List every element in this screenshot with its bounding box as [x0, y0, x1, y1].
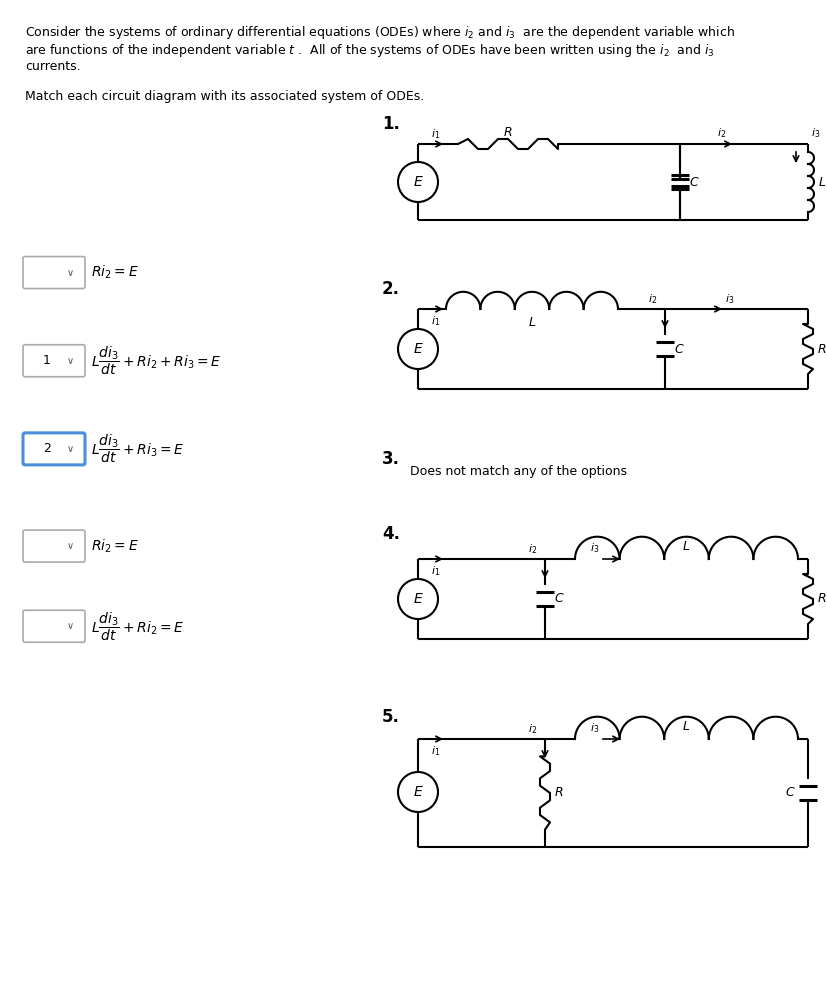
Text: 2: 2 [43, 443, 51, 455]
Text: $R$: $R$ [816, 343, 825, 356]
Text: ∨: ∨ [67, 356, 74, 366]
Text: Does not match any of the options: Does not match any of the options [409, 465, 626, 478]
Text: $i_2$: $i_2$ [528, 722, 537, 735]
Text: are functions of the independent variable $t$ .  All of the systems of ODEs have: are functions of the independent variabl… [25, 42, 714, 59]
Text: 1.: 1. [381, 115, 399, 133]
Text: ∨: ∨ [67, 268, 74, 278]
Text: $Ri_2 = E$: $Ri_2 = E$ [91, 264, 139, 282]
Text: $L\dfrac{di_3}{dt} + Ri_2 + Ri_3 = E$: $L\dfrac{di_3}{dt} + Ri_2 + Ri_3 = E$ [91, 345, 222, 377]
Text: Consider the systems of ordinary differential equations (ODEs) where $i_2$ and $: Consider the systems of ordinary differe… [25, 24, 734, 41]
Text: ∨: ∨ [67, 621, 74, 631]
Text: $L$: $L$ [817, 175, 825, 188]
Text: $i_3$: $i_3$ [590, 541, 599, 555]
Text: ∨: ∨ [67, 541, 74, 551]
Text: $L\dfrac{di_3}{dt} + Ri_3 = E$: $L\dfrac{di_3}{dt} + Ri_3 = E$ [91, 433, 184, 465]
FancyBboxPatch shape [23, 530, 85, 562]
FancyBboxPatch shape [23, 610, 85, 642]
Text: 3.: 3. [381, 450, 399, 468]
FancyBboxPatch shape [23, 257, 85, 289]
Text: ∨: ∨ [67, 444, 74, 454]
Text: $E$: $E$ [412, 785, 423, 799]
Text: $E$: $E$ [412, 342, 423, 356]
Text: $i_2$: $i_2$ [528, 542, 537, 556]
Text: $L$: $L$ [681, 719, 690, 732]
Text: $Ri_2 = E$: $Ri_2 = E$ [91, 537, 139, 555]
Text: 5.: 5. [381, 708, 399, 726]
Text: $L$: $L$ [528, 316, 535, 329]
Text: $R$: $R$ [553, 787, 563, 800]
FancyBboxPatch shape [23, 345, 85, 377]
Text: $i_2$: $i_2$ [716, 126, 726, 140]
Text: $C$: $C$ [553, 592, 564, 605]
Text: $C$: $C$ [688, 175, 699, 188]
Text: $i_1$: $i_1$ [431, 744, 440, 758]
Text: $E$: $E$ [412, 175, 423, 189]
Text: $i_1$: $i_1$ [431, 314, 440, 328]
Text: $i_3$: $i_3$ [724, 293, 734, 306]
Text: 4.: 4. [381, 525, 399, 543]
Text: Match each circuit diagram with its associated system of ODEs.: Match each circuit diagram with its asso… [25, 90, 423, 103]
Text: $L$: $L$ [681, 539, 690, 552]
Text: $E$: $E$ [412, 592, 423, 606]
Text: $i_3$: $i_3$ [590, 721, 599, 734]
Text: $i_1$: $i_1$ [431, 564, 440, 578]
Text: $C$: $C$ [784, 787, 795, 800]
Text: $R$: $R$ [816, 592, 825, 605]
Text: $i_2$: $i_2$ [648, 293, 657, 306]
Text: $C$: $C$ [673, 343, 684, 356]
Text: $i_1$: $i_1$ [431, 127, 440, 141]
Text: 1: 1 [43, 355, 51, 367]
Text: $L\dfrac{di_3}{dt} + Ri_2 = E$: $L\dfrac{di_3}{dt} + Ri_2 = E$ [91, 610, 184, 642]
Text: currents.: currents. [25, 60, 80, 73]
Text: 2.: 2. [381, 280, 399, 298]
Text: $i_3$: $i_3$ [810, 126, 820, 140]
FancyBboxPatch shape [23, 433, 85, 465]
Text: $R$: $R$ [503, 125, 512, 138]
